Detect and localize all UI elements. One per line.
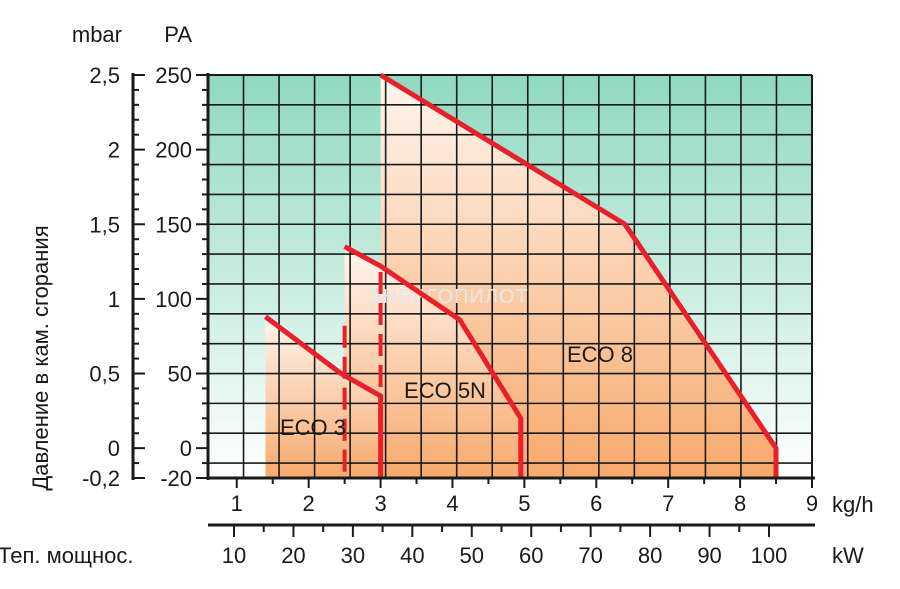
y-unit-mbar: mbar <box>72 22 122 47</box>
y-unit-pa: PA <box>164 22 192 47</box>
x-tick-label-kw: 60 <box>519 543 543 568</box>
y-tick-label-pa: 200 <box>155 138 192 163</box>
y-tick-label-mbar: 2 <box>108 138 120 163</box>
y-tick-label-mbar: 2,5 <box>89 63 120 88</box>
x-tick-label-kw: 30 <box>341 543 365 568</box>
grid-lines <box>207 74 813 478</box>
x-tick-label-kw: 40 <box>400 543 424 568</box>
watermark: ЭНЕРГОПИЛОТ <box>367 286 528 308</box>
x-tick-label-kw: 80 <box>638 543 662 568</box>
series-fill <box>344 246 521 478</box>
series-fills <box>265 75 776 478</box>
x-tick-label-kgh: 6 <box>590 491 602 516</box>
x-tick-label-kgh: 8 <box>734 491 746 516</box>
series-lines <box>263 72 779 478</box>
y-axes: 2,5 250 2 200 1,5 150 1 100 0,5 50 0 0 -0,2 -20 <box>82 63 210 491</box>
y-tick-label-pa: 0 <box>180 436 192 461</box>
power-axis-title: Теп. мощнос. <box>0 543 134 568</box>
y-tick-label-pa: 150 <box>155 212 192 237</box>
y-tick-label-pa: 50 <box>168 362 192 387</box>
x-tick-label-kw: 100 <box>751 543 788 568</box>
series-label: ECO 8 <box>567 342 633 367</box>
series-labels: ECO 3 ECO 5N ECO 8 <box>280 342 633 440</box>
x-tick-label-kw: 70 <box>578 543 602 568</box>
x-tick-label-kgh: 3 <box>374 491 386 516</box>
y-axis-title: Давление в кам. сгорания <box>28 225 53 490</box>
series-line <box>263 314 384 478</box>
y-tick-label-pa: 100 <box>155 287 192 312</box>
y-tick-label-mbar: 1 <box>108 287 120 312</box>
series-fill <box>265 316 381 478</box>
series-label: ECO 3 <box>280 415 346 440</box>
x-tick-label-kw: 90 <box>697 543 721 568</box>
y-tick-label-mbar: -0,2 <box>82 466 120 491</box>
y-tick-label-mbar: 0,5 <box>89 362 120 387</box>
y-tick-label-mbar: 0 <box>108 436 120 461</box>
x-tick-label-kgh: 5 <box>518 491 530 516</box>
series-line <box>343 244 524 478</box>
y-tick-label-pa: 250 <box>155 63 192 88</box>
x-tick-label-kgh: 2 <box>303 491 315 516</box>
y-tick-label-pa: -20 <box>160 466 192 491</box>
series-line <box>379 72 779 478</box>
x-tick-label-kgh: 9 <box>806 491 818 516</box>
x-tick-label-kgh: 7 <box>662 491 674 516</box>
x-unit-kw: kW <box>832 543 864 568</box>
x-tick-label-kw: 50 <box>460 543 484 568</box>
x-axes: 1 2 3 4 5 6 7 8 9 10 20 30 40 50 60 70 80 90 100 <box>208 476 818 568</box>
x-tick-label-kw: 10 <box>222 543 246 568</box>
x-tick-label-kgh: 4 <box>446 491 458 516</box>
y-tick-label-mbar: 1,5 <box>89 212 120 237</box>
x-tick-label-kw: 20 <box>281 543 305 568</box>
x-tick-label-kgh: 1 <box>231 491 243 516</box>
series-label: ECO 5N <box>404 378 486 403</box>
x-unit-kgh: kg/h <box>832 492 874 517</box>
